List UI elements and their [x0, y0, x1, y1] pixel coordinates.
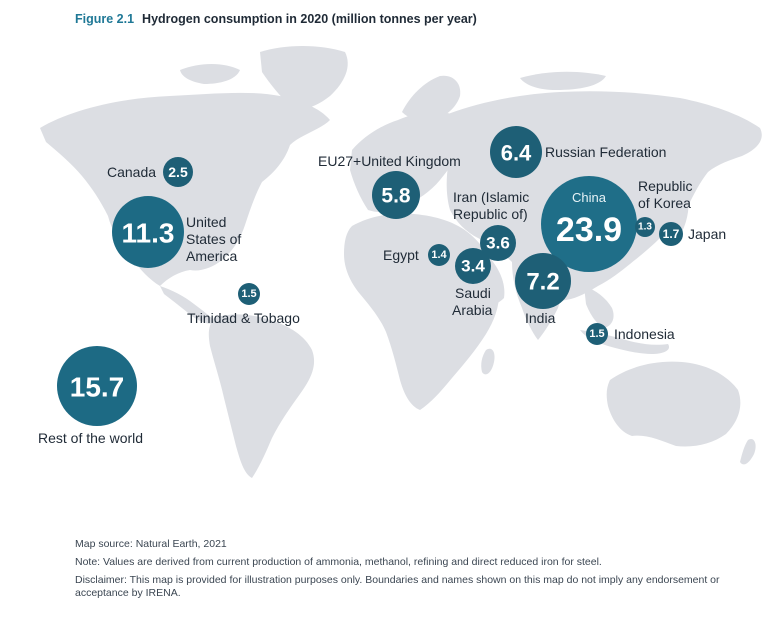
scandinavia-land — [402, 75, 461, 121]
bubble-eu-uk: 5.8 EU27+United Kingdom — [318, 153, 461, 219]
values-note: Note: Values are derived from current pr… — [75, 556, 602, 568]
arctic-islands-land — [180, 64, 240, 84]
bubble-korea-circle — [635, 217, 655, 237]
disclaimer-note: Disclaimer: This map is provided for ill… — [75, 574, 720, 599]
bubble-iran: 3.6 Iran (Islamic Republic of) — [453, 189, 529, 261]
bubble-saudi-arabia-circle — [455, 248, 491, 284]
bubble-japan-value: 1.7 — [663, 227, 680, 241]
bubble-saudi-arabia-label-line-2: Arabia — [452, 302, 493, 318]
bubble-indonesia-label: Indonesia — [614, 326, 675, 342]
bubble-russia-value: 6.4 — [501, 141, 532, 166]
bubble-eu-uk-value: 5.8 — [381, 185, 411, 208]
bubble-canada-value: 2.5 — [168, 164, 188, 180]
bubble-china-circle — [541, 176, 637, 272]
bubble-usa-circle — [112, 196, 184, 268]
southeast-asia-land — [584, 286, 614, 328]
bubble-egypt-value: 1.4 — [431, 249, 447, 261]
bubble-usa-label-line-1: United — [186, 214, 226, 230]
bubble-egypt-circle — [428, 244, 450, 266]
bubble-trinidad-tobago-value: 1.5 — [241, 288, 256, 300]
bubble-japan-label: Japan — [688, 226, 726, 242]
australia-land — [606, 361, 741, 447]
bubble-korea-value: 1.3 — [638, 222, 652, 233]
bubble-korea-label-line-1: Republic — [638, 178, 692, 194]
bubble-china-label: China — [572, 190, 607, 205]
bubble-japan-circle — [659, 222, 683, 246]
bubble-rest-of-world-value: 15.7 — [70, 372, 125, 403]
bubble-india-label: India — [525, 310, 556, 326]
bubble-china-value: 23.9 — [556, 211, 622, 249]
figure-notes: Map source: Natural Earth, 2021 Note: Va… — [75, 538, 735, 605]
bubble-usa-label-line-3: America — [186, 248, 238, 264]
bubble-iran-circle — [480, 225, 516, 261]
central-america-land — [160, 286, 216, 324]
bubble-russia-circle — [490, 126, 542, 178]
figure-title: Figure 2.1 Hydrogen consumption in 2020 (… — [75, 12, 477, 26]
bubble-indonesia: 1.5 Indonesia — [586, 323, 675, 345]
north-america-land — [40, 92, 330, 286]
bubble-rest-of-world-label: Rest of the world — [38, 430, 143, 446]
bubble-indonesia-value: 1.5 — [589, 328, 604, 340]
bubble-indonesia-circle — [586, 323, 608, 345]
bubble-egypt-label: Egypt — [383, 247, 419, 263]
bubble-india-circle — [515, 253, 571, 309]
siberia-north-land — [520, 71, 606, 90]
bubble-korea-label-line-2: of Korea — [638, 195, 691, 211]
bubble-trinidad-tobago-circle — [238, 283, 260, 305]
south-america-land — [208, 314, 315, 478]
bubble-rest-of-world: 15.7 Rest of the world — [38, 346, 143, 446]
bubble-canada-circle — [163, 157, 193, 187]
bubble-saudi-arabia-label-line-1: Saudi — [455, 285, 491, 301]
bubble-canada: 2.5 Canada — [107, 157, 193, 187]
bubble-eu-uk-label: EU27+United Kingdom — [318, 153, 461, 169]
bubble-usa-value: 11.3 — [122, 218, 175, 249]
map-source-note: Map source: Natural Earth, 2021 — [75, 538, 227, 550]
bubble-rest-of-world-circle — [57, 346, 137, 426]
bubble-india: 7.2 India — [515, 253, 571, 326]
bubble-india-value: 7.2 — [526, 269, 559, 296]
figure-title-text: Hydrogen consumption in 2020 (million to… — [142, 12, 477, 26]
bubble-saudi-arabia-value: 3.4 — [461, 257, 485, 276]
bubble-trinidad-tobago: 1.5 Trinidad & Tobago — [187, 283, 300, 326]
bubble-usa: 11.3 United States of America — [112, 196, 241, 268]
new-zealand-land — [740, 438, 756, 465]
madagascar-land — [481, 348, 495, 375]
bubble-korea: 1.3 Republic of Korea — [635, 178, 692, 237]
bubble-iran-value: 3.6 — [486, 234, 510, 253]
bubble-russia: 6.4 Russian Federation — [490, 126, 666, 178]
greenland-land — [260, 46, 348, 109]
bubble-iran-label-line-2: Republic of) — [453, 206, 528, 222]
bubble-trinidad-tobago-label: Trinidad & Tobago — [187, 310, 300, 326]
bubble-eu-uk-circle — [372, 171, 420, 219]
bubble-russia-label: Russian Federation — [545, 144, 666, 160]
bubble-egypt: 1.4 Egypt — [383, 244, 450, 266]
bubble-japan: 1.7 Japan — [659, 222, 726, 246]
figure-number: Figure 2.1 — [75, 12, 135, 26]
bubble-usa-label-line-2: States of — [186, 231, 241, 247]
bubble-iran-label-line-1: Iran (Islamic — [453, 189, 529, 205]
bubble-china: China 23.9 — [541, 176, 637, 272]
bubble-saudi-arabia: 3.4 Saudi Arabia — [452, 248, 493, 318]
bubble-canada-label: Canada — [107, 164, 156, 180]
